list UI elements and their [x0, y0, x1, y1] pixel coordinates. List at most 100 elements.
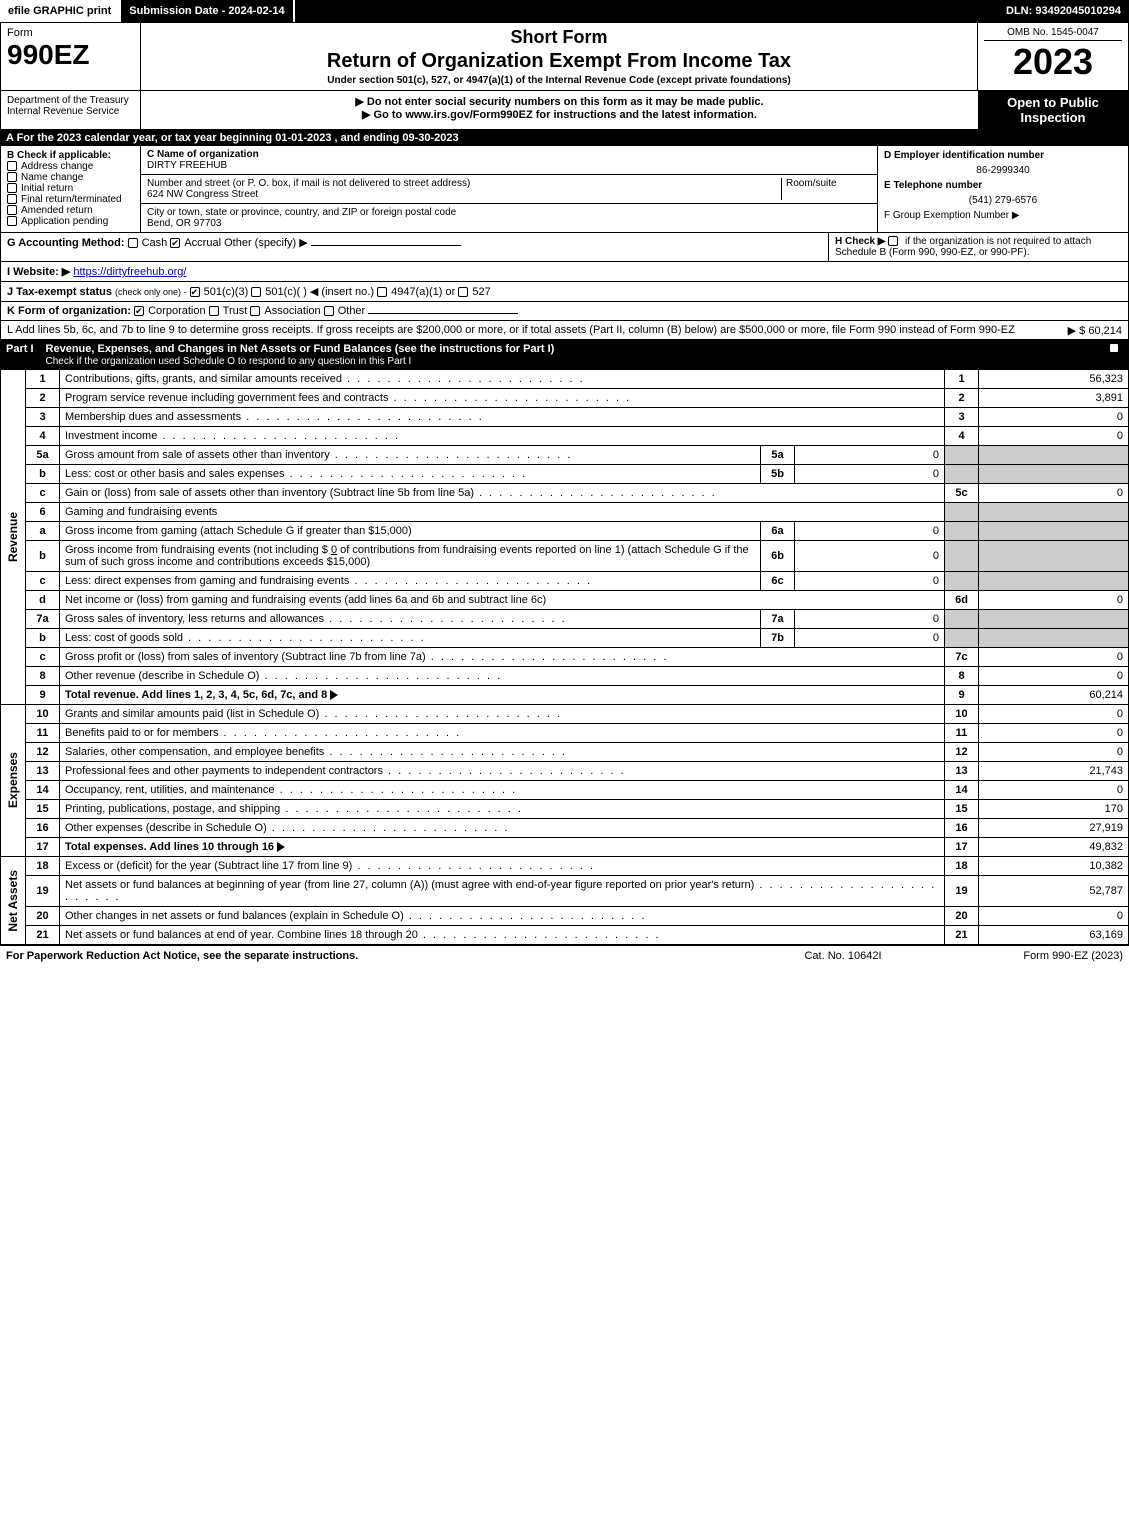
checkbox-corporation[interactable] [134, 306, 144, 316]
checkbox-accrual[interactable] [170, 238, 180, 248]
dln: DLN: 93492045010294 [998, 0, 1129, 22]
line-7c: cGross profit or (loss) from sales of in… [1, 648, 1129, 667]
info-grid: B Check if applicable: Address change Na… [0, 146, 1129, 233]
checkbox-schedule-o[interactable] [1109, 343, 1119, 353]
line-19: 19Net assets or fund balances at beginni… [1, 876, 1129, 907]
tax-year: 2023 [984, 41, 1122, 83]
g-label: G Accounting Method: [7, 237, 125, 249]
c-name-label: C Name of organization [147, 149, 871, 160]
checkbox-address-change[interactable] [7, 161, 17, 171]
line-12: 12Salaries, other compensation, and empl… [1, 743, 1129, 762]
paperwork-notice: For Paperwork Reduction Act Notice, see … [6, 950, 743, 962]
line-5b: bLess: cost or other basis and sales exp… [1, 465, 1129, 484]
line-9: 9Total revenue. Add lines 1, 2, 3, 4, 5c… [1, 686, 1129, 705]
line-5a: 5aGross amount from sale of assets other… [1, 446, 1129, 465]
form-label: Form [7, 27, 134, 39]
page-footer: For Paperwork Reduction Act Notice, see … [0, 945, 1129, 966]
checkbox-501c[interactable] [251, 287, 261, 297]
expenses-label: Expenses [6, 752, 20, 808]
line-21: 21Net assets or fund balances at end of … [1, 926, 1129, 945]
catalog-number: Cat. No. 10642I [743, 950, 943, 962]
phone-value: (541) 279-6576 [884, 191, 1122, 210]
part-1-label: Part I [6, 343, 34, 367]
org-name: DIRTY FREEHUB [147, 160, 871, 171]
line-4: 4Investment income40 [1, 427, 1129, 446]
column-c: C Name of organization DIRTY FREEHUB Num… [141, 146, 878, 232]
checkbox-name-change[interactable] [7, 172, 17, 182]
line-5c: cGain or (loss) from sale of assets othe… [1, 484, 1129, 503]
section-a-tax-year: A For the 2023 calendar year, or tax yea… [0, 130, 1129, 146]
warning-row: Department of the Treasury Internal Reve… [0, 91, 1129, 130]
ein-value: 86-2999340 [884, 161, 1122, 180]
line-18: Net Assets 18Excess or (deficit) for the… [1, 857, 1129, 876]
row-j-tax-status: J Tax-exempt status (check only one) - 5… [0, 282, 1129, 302]
open-to-public: Open to Public Inspection [978, 91, 1128, 129]
line-2: 2Program service revenue including gover… [1, 389, 1129, 408]
part-1-checknote: Check if the organization used Schedule … [46, 356, 412, 367]
city-label: City or town, state or province, country… [147, 207, 871, 218]
checkbox-final-return[interactable] [7, 194, 17, 204]
checkbox-pending[interactable] [7, 216, 17, 226]
part-1-title: Revenue, Expenses, and Changes in Net As… [46, 343, 555, 355]
form-header: Form 990EZ Short Form Return of Organiza… [0, 22, 1129, 91]
main-title: Return of Organization Exempt From Incom… [147, 50, 971, 73]
line-6: 6Gaming and fundraising events [1, 503, 1129, 522]
arrow-icon [330, 690, 338, 700]
efile-print-button[interactable]: efile GRAPHIC print [0, 0, 121, 22]
form-reference: Form 990-EZ (2023) [943, 950, 1123, 962]
checkbox-527[interactable] [458, 287, 468, 297]
checkbox-trust[interactable] [209, 306, 219, 316]
phone-label: E Telephone number [884, 180, 1122, 191]
instructions-link-text: ▶ Go to www.irs.gov/Form990EZ for instru… [145, 108, 974, 121]
checkbox-501c3[interactable] [190, 287, 200, 297]
line-14: 14Occupancy, rent, utilities, and mainte… [1, 781, 1129, 800]
i-label: I Website: ▶ [7, 266, 70, 278]
part-1-table: Revenue 1Contributions, gifts, grants, a… [0, 370, 1129, 945]
line-8: 8Other revenue (describe in Schedule O)8… [1, 667, 1129, 686]
dept-treasury: Department of the Treasury [7, 95, 134, 106]
submission-date: Submission Date - 2024-02-14 [121, 0, 294, 22]
line-17: 17Total expenses. Add lines 10 through 1… [1, 838, 1129, 857]
website-link[interactable]: https://dirtyfreehub.org/ [73, 266, 186, 278]
group-exemption-label: F Group Exemption Number ▶ [884, 210, 1122, 221]
line-13: 13Professional fees and other payments t… [1, 762, 1129, 781]
row-i-website: I Website: ▶ https://dirtyfreehub.org/ [0, 262, 1129, 282]
h-label: H Check ▶ [835, 236, 885, 247]
checkbox-h[interactable] [888, 236, 898, 246]
line-6a: aGross income from gaming (attach Schedu… [1, 522, 1129, 541]
k-label: K Form of organization: [7, 305, 131, 317]
checkbox-initial-return[interactable] [7, 183, 17, 193]
line-3: 3Membership dues and assessments30 [1, 408, 1129, 427]
room-suite-label: Room/suite [781, 178, 871, 200]
omb-number: OMB No. 1545-0047 [984, 27, 1122, 41]
arrow-icon [277, 842, 285, 852]
street-label: Number and street (or P. O. box, if mail… [147, 178, 781, 189]
j-label: J Tax-exempt status [7, 286, 112, 298]
checkbox-other-org[interactable] [324, 306, 334, 316]
line-7b: bLess: cost of goods sold7b0 [1, 629, 1129, 648]
checkbox-amended[interactable] [7, 205, 17, 215]
line-11: 11Benefits paid to or for members110 [1, 724, 1129, 743]
subtitle: Under section 501(c), 527, or 4947(a)(1)… [147, 75, 971, 86]
row-g-h: G Accounting Method: Cash Accrual Other … [0, 233, 1129, 262]
revenue-label: Revenue [6, 512, 20, 562]
checkbox-cash[interactable] [128, 238, 138, 248]
line-1: Revenue 1Contributions, gifts, grants, a… [1, 370, 1129, 389]
row-l-gross-receipts: L Add lines 5b, 6c, and 7b to line 9 to … [0, 321, 1129, 340]
column-d: D Employer identification number 86-2999… [878, 146, 1128, 232]
b-label: B Check if applicable: [7, 150, 134, 161]
line-15: 15Printing, publications, postage, and s… [1, 800, 1129, 819]
ein-label: D Employer identification number [884, 150, 1122, 161]
net-assets-label: Net Assets [6, 870, 20, 932]
checkbox-association[interactable] [250, 306, 260, 316]
row-k-org-form: K Form of organization: Corporation Trus… [0, 302, 1129, 321]
line-6d: dNet income or (loss) from gaming and fu… [1, 591, 1129, 610]
line-10: Expenses 10Grants and similar amounts pa… [1, 705, 1129, 724]
line-6c: cLess: direct expenses from gaming and f… [1, 572, 1129, 591]
line-7a: 7aGross sales of inventory, less returns… [1, 610, 1129, 629]
line-20: 20Other changes in net assets or fund ba… [1, 907, 1129, 926]
checkbox-4947[interactable] [377, 287, 387, 297]
column-b: B Check if applicable: Address change Na… [1, 146, 141, 232]
irs-label: Internal Revenue Service [7, 106, 134, 117]
l-text: L Add lines 5b, 6c, and 7b to line 9 to … [7, 324, 1015, 336]
